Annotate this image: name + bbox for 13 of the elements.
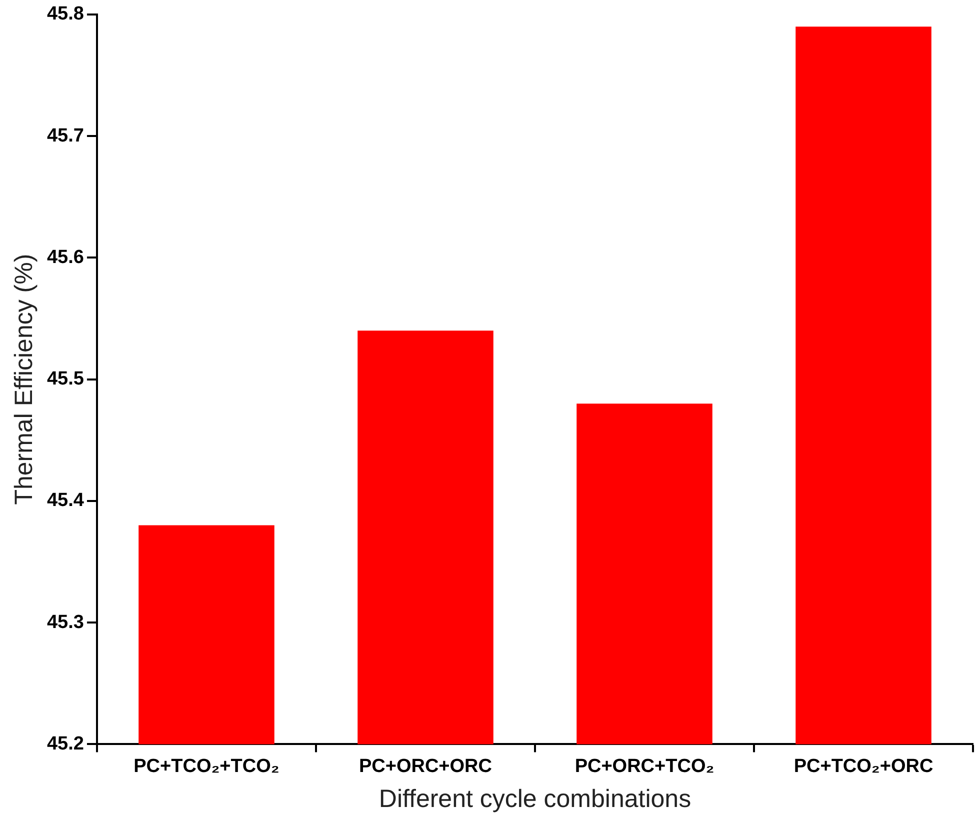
y-tick-label: 45.8 (46, 4, 84, 25)
y-tick-label: 45.3 (46, 612, 84, 633)
y-tick-label: 45.4 (46, 490, 84, 512)
y-tick-label: 45.2 (46, 733, 84, 754)
x-axis-title: Different cycle combinations (378, 784, 692, 813)
x-tick-label: PC+ORC+TCO₂ (574, 756, 714, 777)
y-axis-title: Thermal Efficiency (%) (10, 254, 38, 505)
x-tick-label: PC+TCO₂+TCO₂ (134, 756, 280, 777)
x-tick-label: PC+TCO₂+ORC (794, 756, 934, 777)
y-tick-label: 45.7 (46, 125, 84, 146)
y-tick-label: 45.5 (46, 368, 84, 390)
x-tick-label: PC+ORC+ORC (358, 756, 492, 777)
y-tick-label: 45.6 (46, 246, 84, 268)
